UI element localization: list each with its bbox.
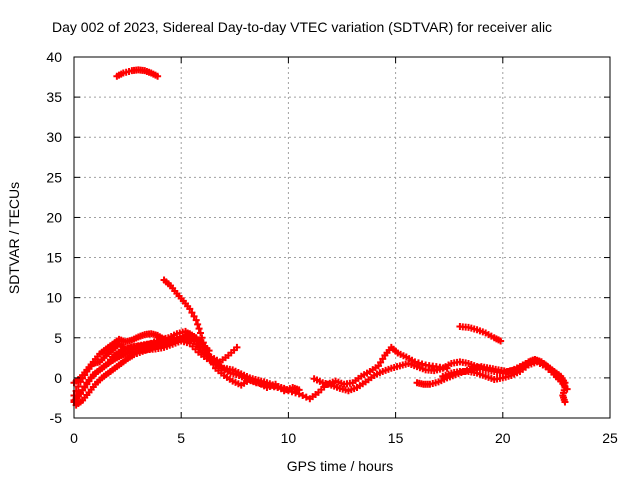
y-tick-label: 0 xyxy=(54,370,62,386)
x-tick-label: 0 xyxy=(70,430,78,446)
plot-frame xyxy=(73,56,611,419)
y-tick-label: 5 xyxy=(54,330,62,346)
data-point xyxy=(195,325,203,333)
y-axis-ticks: -5 0 5 10 15 20 25 30 35 40 xyxy=(46,49,610,426)
x-tick-label: 20 xyxy=(495,430,511,446)
x-axis-ticks: 0 5 10 15 20 25 xyxy=(70,57,618,446)
data-point xyxy=(280,384,288,392)
x-tick-label: 25 xyxy=(602,430,618,446)
data-point xyxy=(188,309,196,317)
data-point xyxy=(497,337,505,345)
data-point xyxy=(194,320,202,328)
x-axis-label: GPS time / hours xyxy=(287,458,394,474)
data-point xyxy=(295,390,303,398)
data-point xyxy=(196,329,204,337)
data-point xyxy=(563,385,571,393)
y-tick-label: 15 xyxy=(46,250,62,266)
data-point xyxy=(190,312,198,320)
data-point xyxy=(81,382,89,390)
series-track-d xyxy=(72,334,241,409)
data-point xyxy=(284,387,292,395)
x-tick-label: 10 xyxy=(281,430,297,446)
data-point xyxy=(192,316,200,324)
x-tick-label: 5 xyxy=(177,430,185,446)
data-point xyxy=(205,347,213,355)
y-tick-label: 30 xyxy=(46,129,62,145)
series-track-j xyxy=(456,323,505,345)
data-point xyxy=(233,343,241,351)
data-point xyxy=(186,305,194,313)
y-tick-label: 10 xyxy=(46,290,62,306)
y-tick-label: 25 xyxy=(46,169,62,185)
grid-lines xyxy=(74,57,610,418)
y-tick-label: 35 xyxy=(46,89,62,105)
data-point xyxy=(302,393,310,401)
y-tick-label: 40 xyxy=(46,49,62,65)
chart-title: Day 002 of 2023, Sidereal Day-to-day VTE… xyxy=(52,19,552,35)
data-point xyxy=(288,388,296,396)
data-point xyxy=(299,392,307,400)
data-point xyxy=(292,389,300,397)
y-tick-label: 20 xyxy=(46,209,62,225)
data-point xyxy=(79,386,87,394)
data-point xyxy=(561,398,569,406)
data-point xyxy=(154,72,162,80)
data-point xyxy=(414,359,422,367)
data-point xyxy=(74,382,82,390)
x-tick-label: 15 xyxy=(388,430,404,446)
series-track-high xyxy=(113,66,162,80)
series-track-i xyxy=(439,358,571,393)
y-tick-label: -5 xyxy=(50,410,63,426)
data-point xyxy=(76,390,84,398)
y-axis-label: SDTVAR / TECUs xyxy=(6,182,22,294)
data-series xyxy=(70,66,571,409)
